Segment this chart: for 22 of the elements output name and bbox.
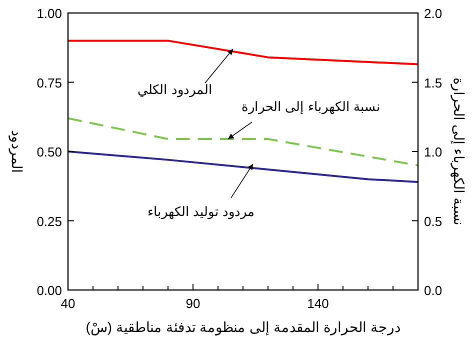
y2-tick-label: 1.0 (424, 144, 442, 160)
x-axis-title: درجة الحرارة المقدمة إلى منظومة تدفئة مناطقية (سْ) (86, 319, 400, 336)
y-tick-label: 0.25 (36, 214, 62, 229)
annotation: نسبة الكهرباء إلى الحرارة (242, 99, 380, 116)
y-tick-label: 1.00 (36, 6, 62, 21)
y2-tick-label: 0.5 (424, 214, 442, 229)
annotation: مردود توليد الكهرباء (147, 204, 255, 220)
annotation: المردود الكلي (138, 48, 234, 97)
y2-axis-title: نسبة الكهرباء إلى الحرارة (450, 78, 467, 226)
y-axis-title: المردود (8, 130, 25, 173)
y2-tick-label: 0.0 (424, 283, 442, 298)
y2-tick-label: 1.5 (424, 75, 442, 90)
y2-tick-label: 2.0 (424, 6, 442, 21)
annotation: المردود الكلي (138, 82, 212, 98)
x-tick-label: 40 (60, 296, 76, 311)
y-tick-label: 0.00 (36, 283, 62, 298)
y-tick-label: 0.75 (36, 75, 62, 90)
y-tick-label: 0.50 (36, 144, 62, 160)
annotation: مردود توليد الكهرباء (147, 164, 255, 219)
x-tick-label: 90 (186, 296, 200, 311)
x-tick-label: 140 (307, 296, 329, 311)
annotation: نسبة الكهرباء إلى الحرارة (228, 99, 380, 140)
